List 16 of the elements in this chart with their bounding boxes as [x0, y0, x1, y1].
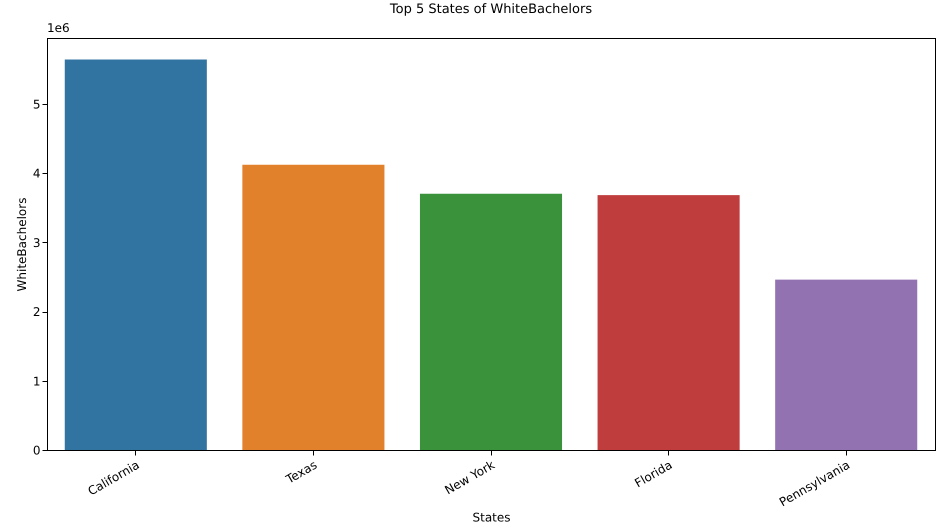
x-axis-title: States: [472, 510, 511, 524]
x-tick-label: New York: [442, 458, 498, 498]
bar: [420, 194, 562, 450]
y-tick-label: 5: [32, 97, 40, 112]
y-tick-label: 4: [32, 166, 40, 181]
y-tick-label: 2: [32, 305, 40, 320]
bar: [64, 59, 207, 450]
y-tick-label: 0: [32, 444, 40, 458]
chart-title: Top 5 States of WhiteBachelors: [388, 2, 592, 17]
bar: [775, 280, 918, 450]
y-axis-title: WhiteBachelors: [14, 198, 29, 292]
text: 1e6: [47, 21, 70, 35]
y-tick-label: 1: [32, 374, 40, 388]
bar: [242, 164, 384, 450]
bar: [598, 195, 740, 450]
y-tick-label: 3: [32, 236, 40, 250]
